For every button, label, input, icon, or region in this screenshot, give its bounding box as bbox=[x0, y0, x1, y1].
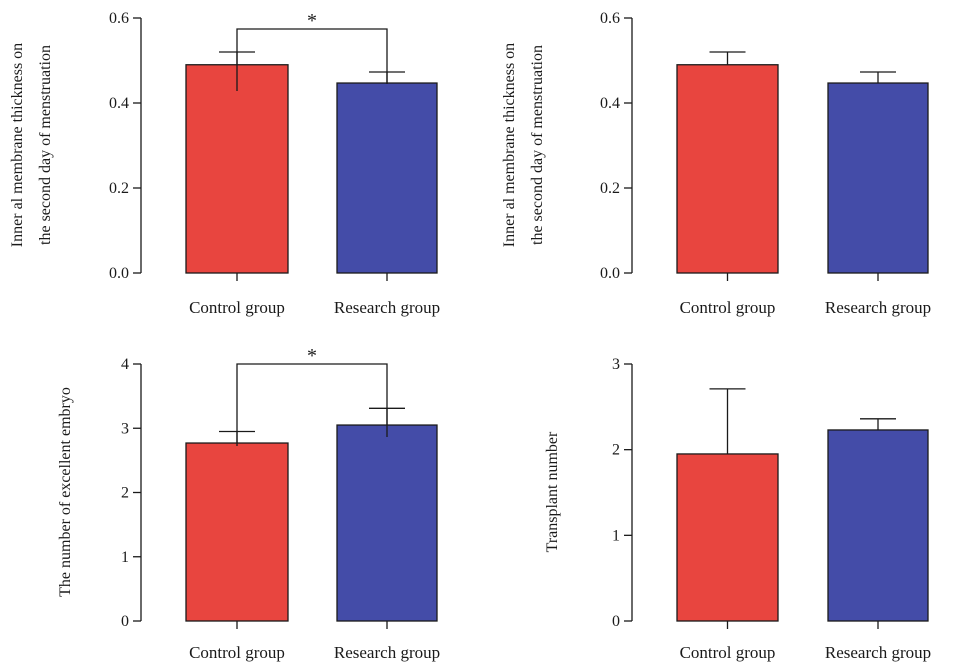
bar-control-group bbox=[676, 453, 779, 622]
y-tick-label: 0 bbox=[121, 613, 129, 630]
x-category-label: Control group bbox=[680, 643, 776, 662]
y-axis-label: the second day of menstruation bbox=[529, 45, 546, 245]
y-tick-label: 0.2 bbox=[109, 180, 129, 197]
chart-panel-4: 0 1 2 3 Control group Research group Transplan… bbox=[544, 356, 931, 662]
y-tick-label: 2 bbox=[121, 485, 129, 502]
significance-marker: * bbox=[307, 10, 317, 32]
significance-bracket bbox=[236, 28, 388, 91]
bar-research-group bbox=[827, 82, 929, 274]
y-tick-label: 1 bbox=[612, 527, 620, 544]
y-tick-label: 0.6 bbox=[600, 10, 620, 27]
y-tick-label: 0.0 bbox=[109, 265, 129, 282]
y-tick-label: 0.6 bbox=[109, 10, 129, 27]
chart-panel-3: 0 1 2 3 4 Control group Research group * The num… bbox=[57, 345, 440, 662]
chart-panel-1: 0.0 0.2 0.4 0.6 Control group Research group *… bbox=[9, 10, 440, 317]
bar-research-group bbox=[336, 82, 438, 274]
y-axis-label: The number of excellent embryo bbox=[57, 387, 74, 597]
y-axis-label: Inner al membrane thickness on bbox=[9, 43, 26, 247]
y-tick-label: 0.0 bbox=[600, 265, 620, 282]
y-axis-label: the second day of menstruation bbox=[37, 45, 54, 245]
x-category-label: Research group bbox=[825, 298, 931, 317]
bar-control-group bbox=[185, 442, 289, 622]
bar-research-group bbox=[827, 429, 929, 622]
x-category-label: Research group bbox=[825, 643, 931, 662]
y-axis-label: Transplant number bbox=[544, 431, 561, 552]
y-tick-label: 0 bbox=[612, 613, 620, 630]
significance-marker: * bbox=[307, 345, 317, 367]
bar-research-group bbox=[336, 424, 438, 622]
significance-bracket bbox=[236, 363, 388, 446]
bar-control-group bbox=[185, 64, 289, 274]
y-axis-label: Inner al membrane thickness on bbox=[501, 43, 518, 247]
y-tick-label: 3 bbox=[121, 420, 129, 437]
y-tick-label: 2 bbox=[612, 442, 620, 459]
y-tick-label: 0.4 bbox=[600, 95, 620, 112]
y-tick-label: 1 bbox=[121, 549, 129, 566]
y-tick-label: 0.2 bbox=[600, 180, 620, 197]
x-category-label: Research group bbox=[334, 643, 440, 662]
y-tick-label: 0.4 bbox=[109, 95, 129, 112]
x-category-label: Control group bbox=[189, 298, 285, 317]
x-category-label: Control group bbox=[189, 643, 285, 662]
bar-control-group bbox=[676, 64, 779, 274]
y-tick-label: 3 bbox=[612, 356, 620, 373]
y-tick-label: 4 bbox=[121, 356, 129, 373]
chart-panel-2: 0.0 0.2 0.4 0.6 Control group Research group I… bbox=[501, 10, 931, 317]
x-category-label: Research group bbox=[334, 298, 440, 317]
x-category-label: Control group bbox=[680, 298, 776, 317]
